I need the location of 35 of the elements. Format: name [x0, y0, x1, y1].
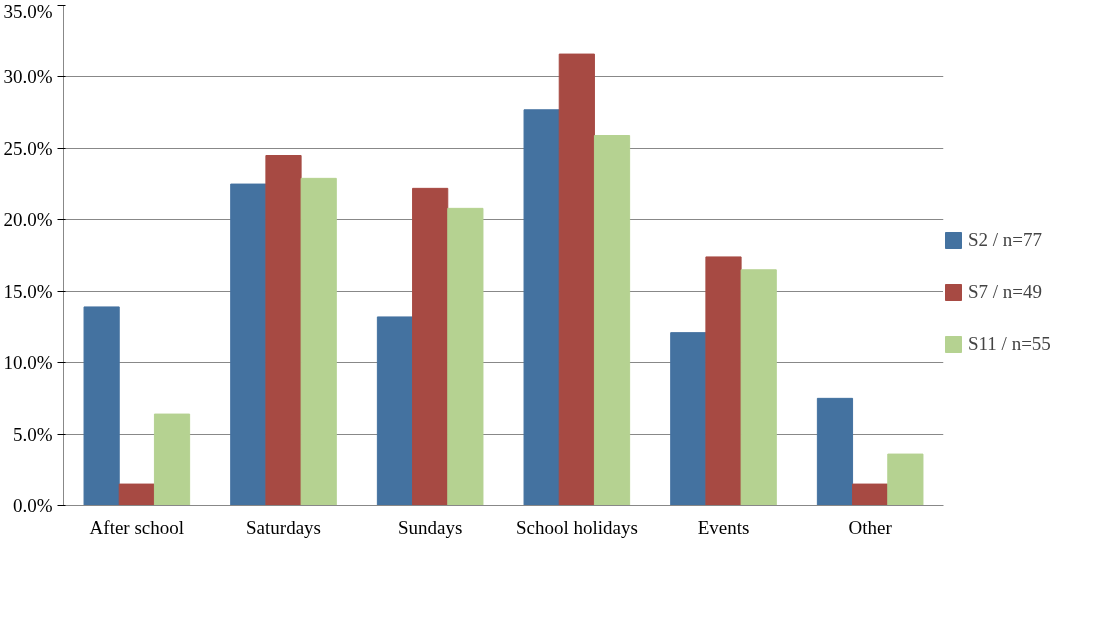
y-tick-label: 5.0% [12, 423, 53, 445]
y-tick-label: 20.0% [3, 209, 53, 231]
legend-label: S11 / n=55 [968, 333, 1051, 355]
bar [816, 397, 854, 506]
legend-label: S2 / n=77 [968, 229, 1043, 251]
bar [740, 269, 777, 506]
y-tick-label: 0.0% [12, 495, 53, 516]
bar [118, 483, 155, 506]
bar [412, 187, 449, 506]
x-tick-label: Sundays [397, 516, 463, 538]
x-tick-label: Events [697, 516, 750, 538]
bar [593, 135, 631, 506]
bar [558, 53, 595, 506]
y-tick-label: 25.0% [3, 137, 53, 159]
bar [376, 316, 414, 506]
bar [852, 483, 889, 506]
bar [230, 183, 267, 506]
bar [300, 177, 337, 506]
y-tick-label: 30.0% [3, 66, 53, 88]
bar [265, 155, 302, 506]
y-tick-label: 35.0% [3, 0, 53, 22]
bar [447, 207, 484, 506]
bar [670, 332, 707, 506]
x-tick-label: After school [89, 516, 185, 538]
bar [83, 306, 120, 506]
bar [705, 256, 742, 506]
y-tick-label: 10.0% [3, 352, 53, 374]
bar [153, 413, 191, 506]
x-tick-label: Other [848, 516, 893, 538]
x-tick-label: Saturdays [246, 516, 321, 538]
legend-label: S7 / n=49 [968, 281, 1043, 303]
bar [887, 453, 924, 506]
x-tick-label: School holidays [515, 516, 638, 538]
bar [523, 109, 560, 506]
y-tick-label: 15.0% [3, 280, 53, 302]
